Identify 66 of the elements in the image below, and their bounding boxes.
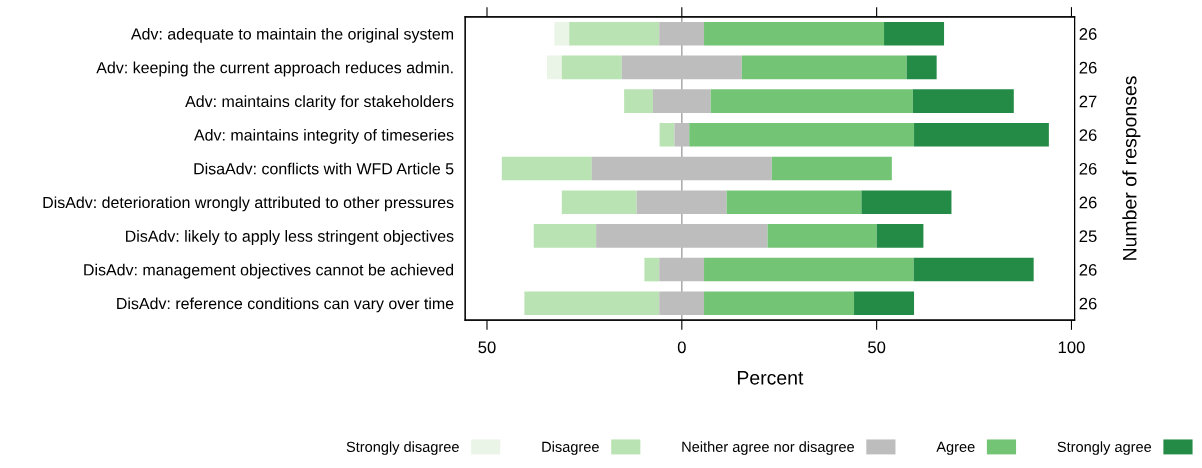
bar [704,21,885,46]
x-tick-label: 100 [1058,341,1085,354]
bar [771,156,892,181]
bar [621,55,742,80]
bar [659,257,705,282]
bar [547,55,562,80]
bar [561,55,622,80]
bar [644,257,660,282]
legend-label: Agree [936,441,975,455]
bar [861,190,952,214]
bar [884,21,945,46]
y-tick-label: Adv: keeping the current approach reduces admin. [96,61,453,77]
bar [854,291,915,316]
x-axis-title: Percent [737,371,804,385]
bar [913,257,1034,282]
bar [767,224,877,248]
legend-label: Neither agree nor disagree [682,441,855,455]
bar [659,21,705,46]
bar [569,21,660,46]
bar [912,89,1014,113]
x-tick-label: 0 [677,341,686,354]
x-tick-label: 50 [868,341,886,354]
bar [591,156,772,181]
bar [914,122,1049,147]
y2-tick-label: 26 [1079,263,1097,276]
x-tick-label: 50 [478,341,496,354]
bar [726,190,862,214]
bar [674,122,690,147]
bar [524,291,660,316]
legend-label: Disagree [542,441,599,455]
bar [636,190,727,214]
y-tick-label: DisAdv: reference conditions can vary over time [117,297,454,313]
bar [652,89,711,113]
bar [710,89,913,113]
bar [533,224,597,248]
y2-tick-label: 26 [1079,196,1097,209]
y-tick-label: DisAdv: likely to apply less stringent objectives [126,230,454,245]
bar [689,122,915,147]
y-tick-label: DisaAdv: conflicts with WFD Article 5 [194,162,454,175]
bar [659,122,675,147]
y2-tick-label: 27 [1079,95,1097,108]
bar [704,291,855,316]
bar [624,89,653,113]
bar [876,224,924,248]
y2-tick-label: 26 [1079,162,1097,175]
y-tick-label: DisAdv: deterioration wrongly attributed to other pressures [43,196,454,212]
bar [704,257,914,282]
bar [501,156,592,181]
bar [906,55,937,80]
y-tick-label: Adv: maintains clarity for stakeholders [185,95,454,111]
y2-tick-label: 26 [1079,61,1097,74]
y2-axis-title: Number of responses [1122,76,1141,260]
bar [554,21,570,46]
bar [596,224,768,248]
y-tick-label: Adv: adequate to maintain the original system [130,27,454,43]
bar [741,55,907,80]
bar [561,190,637,214]
y2-tick-label: 26 [1079,297,1097,310]
legend-label: Strongly agree [1057,441,1152,455]
legend-label: Strongly disagree [346,441,459,455]
y2-tick-label: 26 [1079,129,1097,141]
y-tick-label: DisAdv: management objectives cannot be achieved [84,263,454,279]
y2-tick-label: 26 [1079,28,1097,40]
y2-tick-label: 25 [1079,230,1097,243]
bar [659,291,705,316]
y-tick-label: Adv: maintains integrity of timeseries [194,129,454,144]
